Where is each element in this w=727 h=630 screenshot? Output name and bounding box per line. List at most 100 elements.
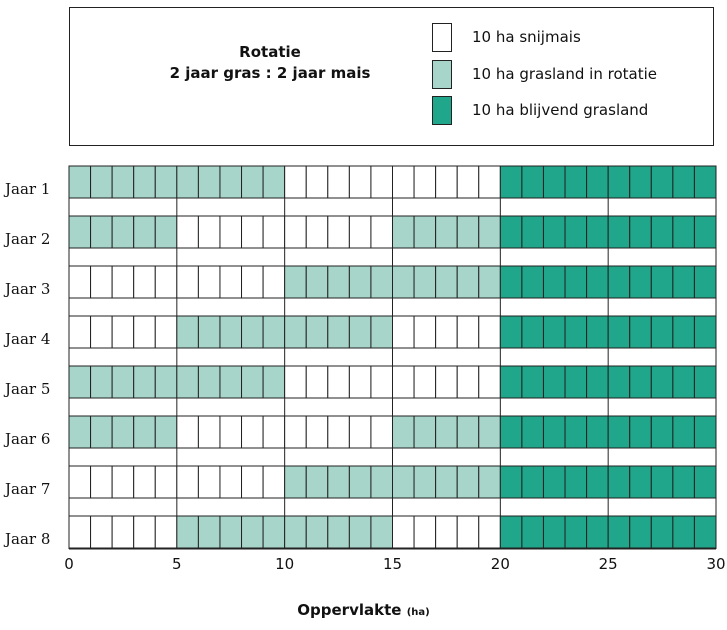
cell-1-18 bbox=[456, 165, 480, 199]
cell-3-21 bbox=[521, 265, 544, 299]
cell-5-9 bbox=[262, 365, 286, 399]
cell-7-9 bbox=[262, 465, 286, 499]
cell-1-20 bbox=[499, 165, 523, 199]
cell-7-1 bbox=[90, 465, 113, 499]
cell-5-21 bbox=[521, 365, 544, 399]
cell-2-20 bbox=[499, 215, 523, 249]
cell-6-18 bbox=[456, 415, 480, 449]
cell-1-26 bbox=[629, 165, 652, 199]
cell-4-25 bbox=[607, 315, 631, 349]
cell-6-16 bbox=[413, 415, 437, 449]
cell-8-7 bbox=[219, 515, 243, 549]
cell-7-27 bbox=[650, 465, 674, 499]
cell-4-2 bbox=[111, 315, 135, 349]
x-tick-label: 30 bbox=[706, 555, 725, 573]
cell-4-12 bbox=[327, 315, 350, 349]
cell-8-21 bbox=[521, 515, 544, 549]
cell-6-11 bbox=[305, 415, 329, 449]
cell-4-22 bbox=[542, 315, 566, 349]
cell-2-18 bbox=[456, 215, 480, 249]
cell-5-5 bbox=[176, 365, 199, 399]
cell-5-24 bbox=[586, 365, 609, 399]
cell-4-7 bbox=[219, 315, 243, 349]
cell-5-6 bbox=[197, 365, 221, 399]
cell-8-8 bbox=[241, 515, 264, 549]
cell-5-0 bbox=[68, 365, 92, 399]
cell-5-3 bbox=[133, 365, 156, 399]
cell-1-21 bbox=[521, 165, 544, 199]
x-tick-label: 20 bbox=[491, 555, 510, 573]
cell-8-11 bbox=[305, 515, 329, 549]
row-label: Jaar 6 bbox=[3, 430, 50, 448]
cell-1-4 bbox=[154, 165, 178, 199]
cell-2-12 bbox=[327, 215, 350, 249]
cell-5-17 bbox=[435, 365, 458, 399]
cell-2-24 bbox=[586, 215, 609, 249]
cell-7-18 bbox=[456, 465, 480, 499]
cell-7-24 bbox=[586, 465, 609, 499]
cell-6-22 bbox=[542, 415, 566, 449]
cell-2-3 bbox=[133, 215, 156, 249]
cell-2-6 bbox=[197, 215, 221, 249]
legend-label-grasland-rotatie: 10 ha grasland in rotatie bbox=[472, 65, 657, 83]
cell-3-0 bbox=[68, 265, 92, 299]
cell-8-3 bbox=[133, 515, 156, 549]
cell-6-5 bbox=[176, 415, 199, 449]
cell-3-28 bbox=[672, 265, 695, 299]
legend-label-snijmais: 10 ha snijmais bbox=[472, 28, 581, 46]
cell-5-16 bbox=[413, 365, 437, 399]
cell-4-21 bbox=[521, 315, 544, 349]
cell-6-15 bbox=[392, 415, 415, 449]
cell-6-14 bbox=[370, 415, 393, 449]
cell-3-17 bbox=[435, 265, 458, 299]
cell-5-28 bbox=[672, 365, 695, 399]
cell-7-16 bbox=[413, 465, 437, 499]
cell-7-11 bbox=[305, 465, 329, 499]
cell-4-27 bbox=[650, 315, 674, 349]
x-tick-label: 10 bbox=[275, 555, 294, 573]
cell-7-12 bbox=[327, 465, 350, 499]
cell-8-17 bbox=[435, 515, 458, 549]
cell-6-21 bbox=[521, 415, 544, 449]
legend-swatch-snijmais bbox=[432, 23, 452, 52]
cell-3-22 bbox=[542, 265, 566, 299]
cell-1-28 bbox=[672, 165, 695, 199]
cell-8-12 bbox=[327, 515, 350, 549]
cell-6-2 bbox=[111, 415, 135, 449]
cell-5-29 bbox=[693, 365, 717, 399]
cell-1-3 bbox=[133, 165, 156, 199]
cell-8-0 bbox=[68, 515, 92, 549]
cell-6-10 bbox=[284, 415, 307, 449]
cell-8-27 bbox=[650, 515, 674, 549]
cell-5-20 bbox=[499, 365, 523, 399]
cell-2-28 bbox=[672, 215, 695, 249]
cell-4-13 bbox=[348, 315, 372, 349]
cell-3-12 bbox=[327, 265, 350, 299]
cell-3-1 bbox=[90, 265, 113, 299]
cell-8-4 bbox=[154, 515, 178, 549]
cell-2-4 bbox=[154, 215, 178, 249]
cell-8-5 bbox=[176, 515, 199, 549]
cell-7-8 bbox=[241, 465, 264, 499]
cell-7-14 bbox=[370, 465, 393, 499]
cell-7-23 bbox=[564, 465, 588, 499]
cell-2-21 bbox=[521, 215, 544, 249]
cell-7-17 bbox=[435, 465, 458, 499]
cell-1-9 bbox=[262, 165, 286, 199]
cell-3-5 bbox=[176, 265, 199, 299]
cell-4-26 bbox=[629, 315, 652, 349]
cell-3-9 bbox=[262, 265, 286, 299]
cell-3-4 bbox=[154, 265, 178, 299]
cell-3-11 bbox=[305, 265, 329, 299]
cell-2-22 bbox=[542, 215, 566, 249]
cell-4-9 bbox=[262, 315, 286, 349]
cell-8-13 bbox=[348, 515, 372, 549]
cell-1-12 bbox=[327, 165, 350, 199]
cell-7-2 bbox=[111, 465, 135, 499]
cell-4-10 bbox=[284, 315, 307, 349]
cell-4-23 bbox=[564, 315, 588, 349]
cell-2-23 bbox=[564, 215, 588, 249]
cell-8-16 bbox=[413, 515, 437, 549]
cell-6-20 bbox=[499, 415, 523, 449]
cell-3-23 bbox=[564, 265, 588, 299]
